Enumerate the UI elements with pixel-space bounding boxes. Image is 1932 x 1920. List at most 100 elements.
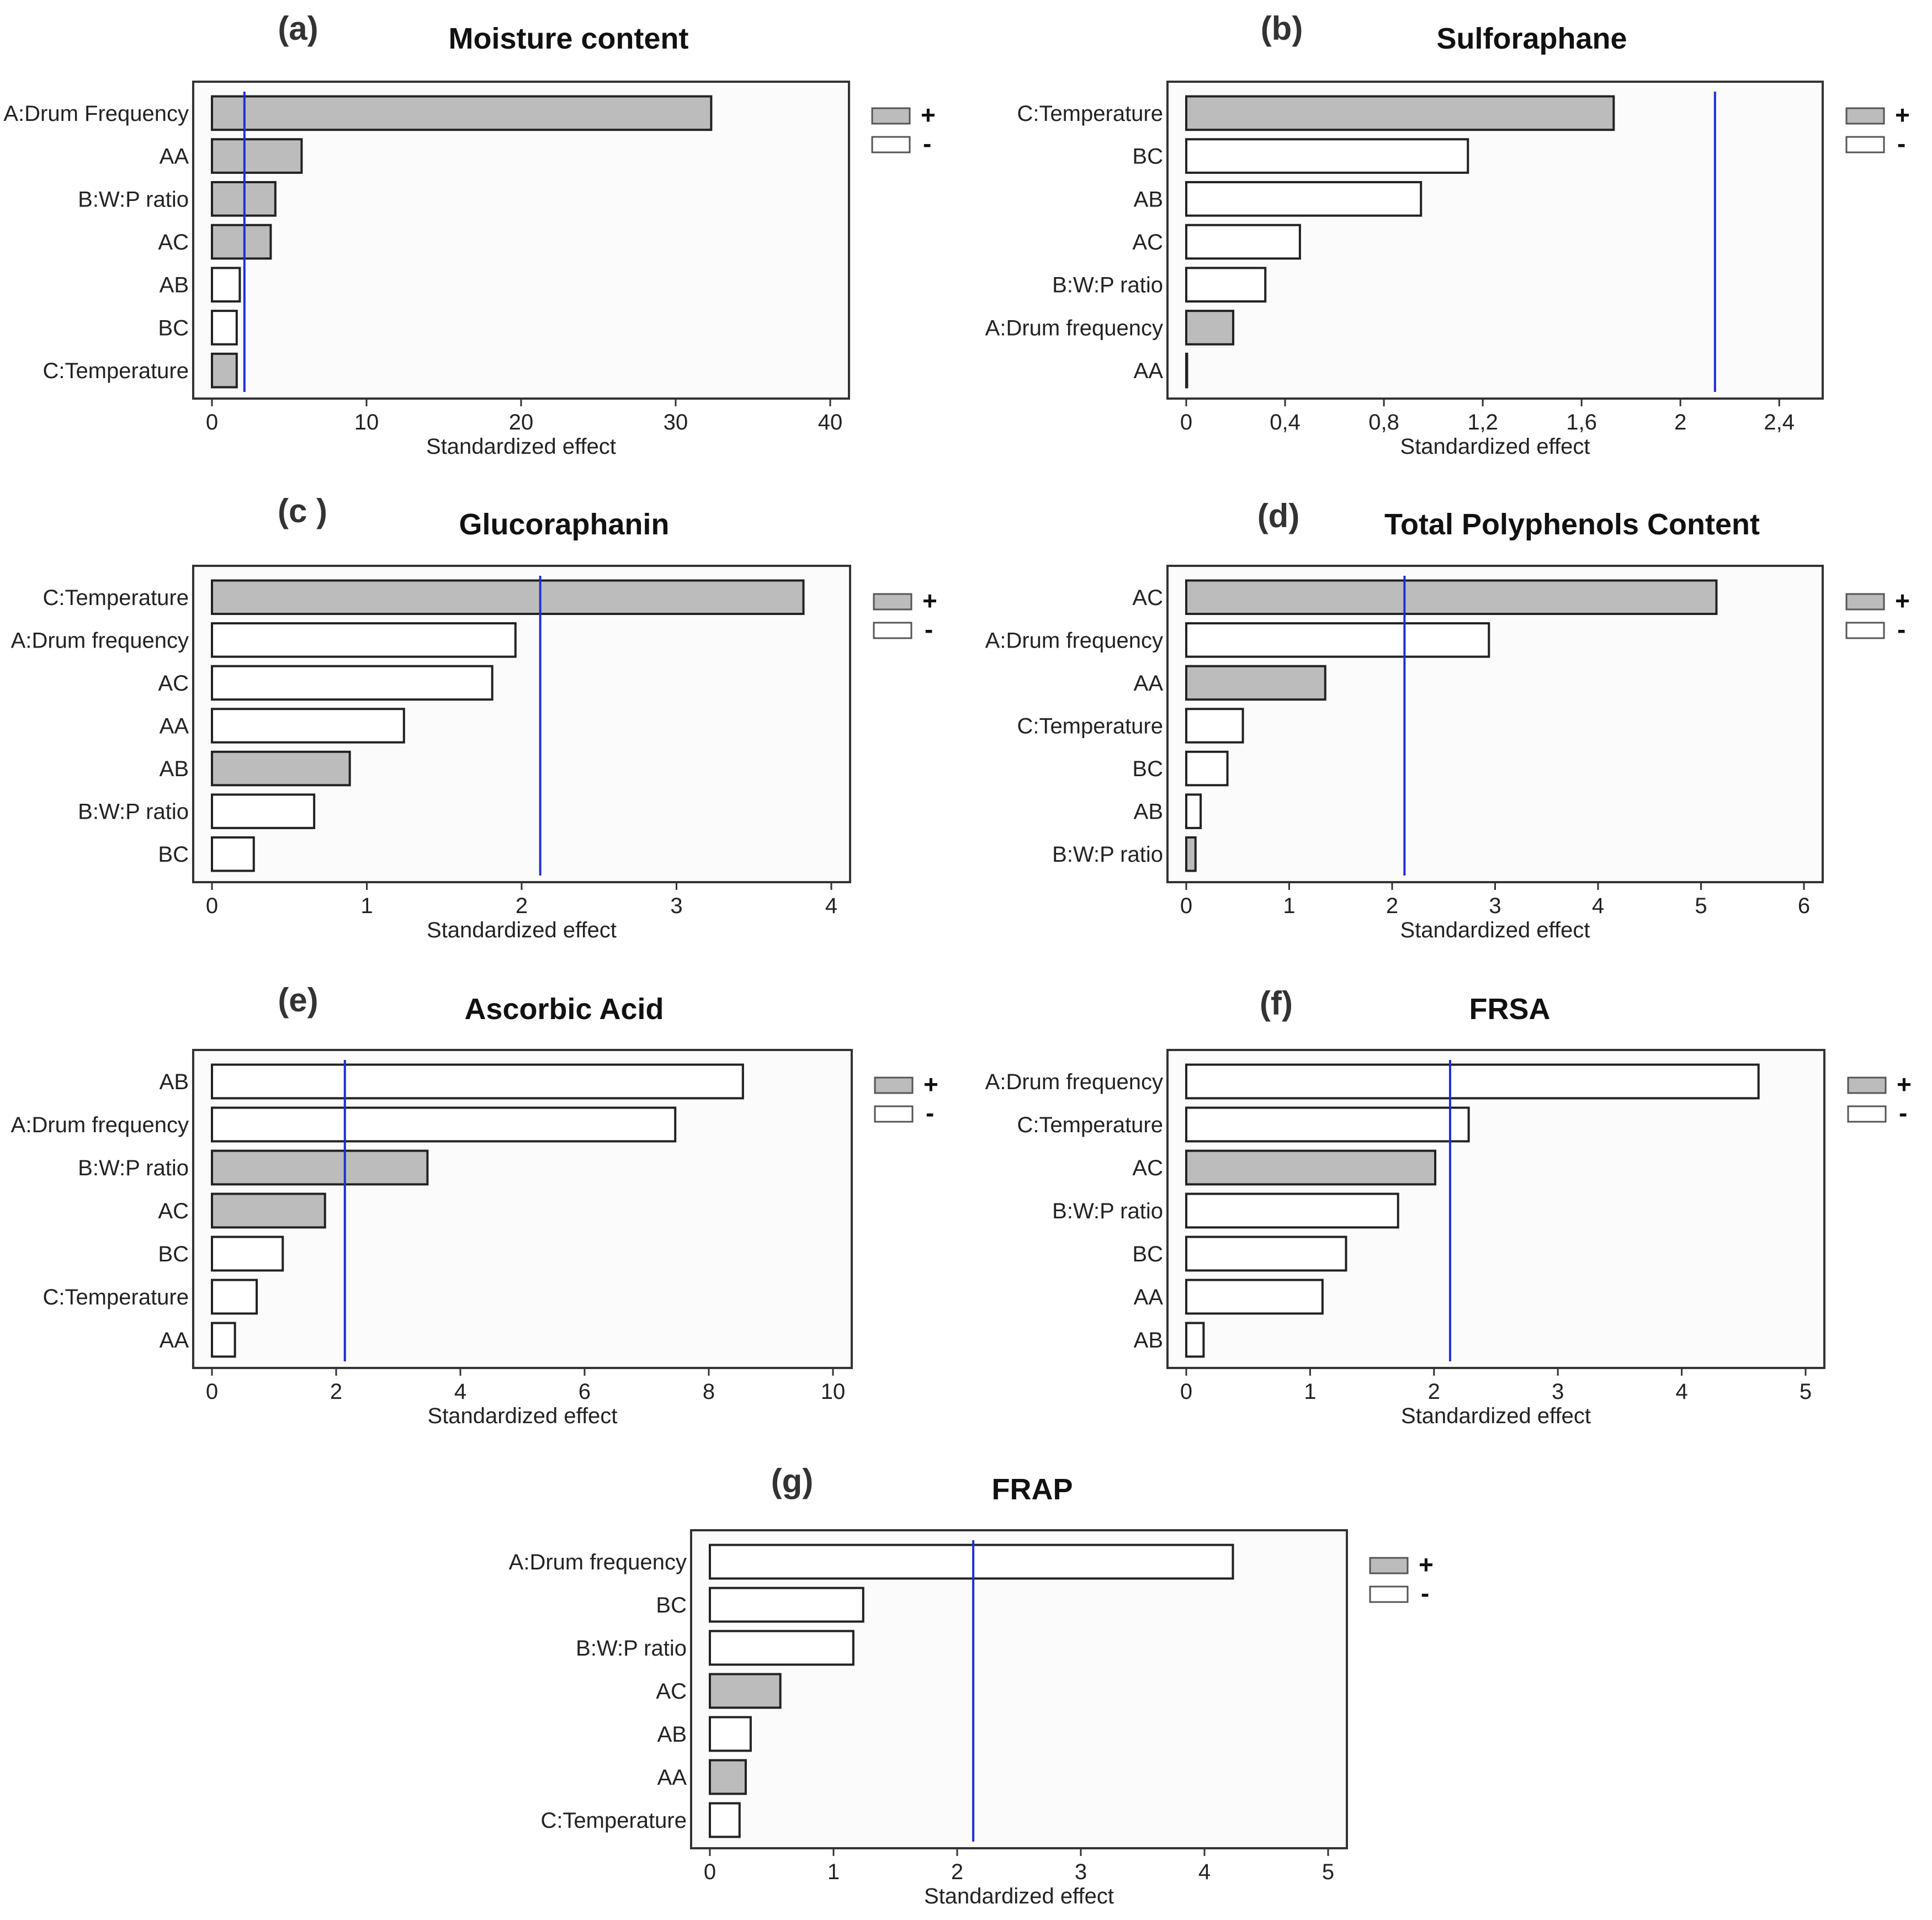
effect-bar bbox=[709, 1673, 782, 1709]
legend-positive-swatch bbox=[873, 593, 912, 611]
factor-label: AC bbox=[656, 1679, 687, 1704]
effect-bar bbox=[709, 1544, 1234, 1580]
x-tick-label: 1 bbox=[360, 894, 373, 918]
legend-negative-label: - bbox=[926, 1099, 934, 1127]
factor-label: AB bbox=[1134, 187, 1163, 211]
x-tick-label: 0,4 bbox=[1270, 410, 1301, 434]
factor-label: AB bbox=[160, 1070, 189, 1094]
chart-panel: (e) Ascorbic Acid AB A:Drum frequency B:W:P … bbox=[11, 982, 938, 1428]
effect-bar bbox=[211, 836, 255, 872]
effect-bar bbox=[211, 1149, 429, 1186]
x-axis-label: Standardized effect bbox=[1400, 434, 1590, 459]
x-axis-label: Standardized effect bbox=[428, 1404, 618, 1428]
legend-positive-label: + bbox=[921, 100, 936, 129]
effect-bar bbox=[211, 1106, 677, 1143]
legend-positive-label: + bbox=[1419, 1550, 1434, 1579]
x-tick-label: 2 bbox=[330, 1380, 342, 1404]
effect-bar bbox=[709, 1802, 741, 1838]
effect-bar bbox=[211, 1279, 258, 1315]
panel-letter: (d) bbox=[1257, 497, 1300, 534]
chart-panel: (c ) Glucoraphanin C:Temperature A:Drum fre… bbox=[11, 492, 937, 942]
effect-bar bbox=[211, 793, 316, 829]
legend-positive-swatch bbox=[871, 107, 911, 125]
effect-bar bbox=[1185, 708, 1244, 744]
factor-label: AB bbox=[657, 1722, 687, 1747]
chart-title: Glucoraphanin bbox=[459, 508, 669, 541]
legend-negative-swatch bbox=[873, 622, 912, 639]
chart-panel: (f) FRSA A:Drum frequency C:Temperature AC B:… bbox=[985, 985, 1912, 1428]
chart-title: Moisture content bbox=[448, 22, 688, 55]
x-tick-label: 5 bbox=[1322, 1860, 1334, 1884]
x-tick-label: 3 bbox=[670, 894, 682, 918]
factor-label: C:Temperature bbox=[1017, 714, 1163, 739]
factor-label: AA bbox=[1134, 671, 1164, 696]
x-tick-label: 3 bbox=[1489, 894, 1501, 918]
legend-negative-swatch bbox=[874, 1105, 914, 1123]
factor-label: B:W:P ratio bbox=[78, 187, 189, 211]
x-tick-label: 8 bbox=[703, 1380, 715, 1404]
effect-bar bbox=[709, 1630, 854, 1666]
x-tick-label: 3 bbox=[1075, 1860, 1087, 1884]
legend-positive-label: + bbox=[1897, 1070, 1912, 1099]
effect-bar bbox=[211, 1322, 236, 1358]
legend: +- bbox=[1369, 1550, 1434, 1608]
legend-negative-swatch bbox=[871, 136, 911, 153]
x-tick-label: 10 bbox=[821, 1380, 846, 1404]
x-tick-label: 1 bbox=[827, 1860, 840, 1884]
x-tick-label: 4 bbox=[454, 1380, 466, 1404]
factor-label: AB bbox=[1134, 1328, 1163, 1353]
panel-letter: (g) bbox=[771, 1462, 814, 1499]
factor-label: A:Drum frequency bbox=[985, 316, 1163, 340]
factor-label: BC bbox=[656, 1593, 687, 1617]
factor-label: AA bbox=[1134, 1285, 1164, 1309]
factor-label: B:W:P ratio bbox=[1052, 273, 1163, 298]
factor-label: A:Drum frequency bbox=[509, 1550, 687, 1574]
factor-label: BC bbox=[158, 1242, 189, 1266]
chart-panel: (b) Sulforaphane C:Temperature BC AB AC B:W:P … bbox=[985, 10, 1910, 459]
plot-frame bbox=[192, 81, 850, 400]
factor-label: BC bbox=[1132, 1242, 1163, 1266]
panel-letter: (b) bbox=[1261, 10, 1303, 47]
effect-bar bbox=[1185, 138, 1469, 174]
legend-negative-label: - bbox=[1899, 1099, 1907, 1127]
factor-label: BC bbox=[158, 316, 189, 340]
x-tick-label: 10 bbox=[354, 410, 379, 434]
chart-panel: (g) FRAP A:Drum frequency BC B:W:P ratio AC AB… bbox=[509, 1462, 1434, 1908]
effect-bar bbox=[709, 1716, 752, 1752]
factor-label: C:Temperature bbox=[1017, 102, 1163, 126]
factor-label: C:Temperature bbox=[43, 359, 189, 383]
effect-bar bbox=[211, 224, 272, 260]
factor-label: AB bbox=[160, 757, 189, 781]
legend: +- bbox=[874, 1070, 938, 1127]
x-tick-label: 5 bbox=[1695, 894, 1707, 918]
x-tick-label: 4 bbox=[1592, 894, 1604, 918]
factor-label: AC bbox=[1132, 230, 1163, 254]
x-tick-label: 0 bbox=[1180, 410, 1192, 434]
x-tick-label: 30 bbox=[664, 410, 688, 434]
effect-bar bbox=[211, 267, 241, 303]
legend-positive-swatch bbox=[1845, 107, 1885, 125]
legend-negative-swatch bbox=[1847, 1105, 1887, 1123]
panel-letter: (c ) bbox=[278, 492, 327, 529]
effect-bar bbox=[1185, 224, 1301, 260]
legend-negative-label: - bbox=[925, 615, 933, 644]
factor-label: A:Drum frequency bbox=[11, 1113, 189, 1137]
effect-bar bbox=[211, 1192, 326, 1229]
effect-bar bbox=[211, 95, 713, 131]
x-tick-label: 4 bbox=[1198, 1860, 1211, 1884]
x-tick-label: 1,2 bbox=[1467, 410, 1498, 434]
legend: +- bbox=[871, 100, 936, 158]
effect-bar bbox=[1185, 579, 1718, 616]
chart-title: FRAP bbox=[992, 1473, 1073, 1506]
effect-bar bbox=[1185, 310, 1235, 346]
panel-letter: (f) bbox=[1260, 985, 1293, 1022]
chart-title: Sulforaphane bbox=[1436, 22, 1627, 55]
effect-bar bbox=[1185, 665, 1326, 701]
factor-label: C:Temperature bbox=[540, 1808, 687, 1833]
x-tick-label: 20 bbox=[509, 410, 534, 434]
effect-bar bbox=[1185, 836, 1197, 872]
effect-bar bbox=[1185, 1235, 1347, 1272]
effect-bar bbox=[211, 138, 303, 174]
effect-bar bbox=[1185, 1192, 1399, 1229]
x-axis-label: Standardized effect bbox=[427, 918, 617, 942]
